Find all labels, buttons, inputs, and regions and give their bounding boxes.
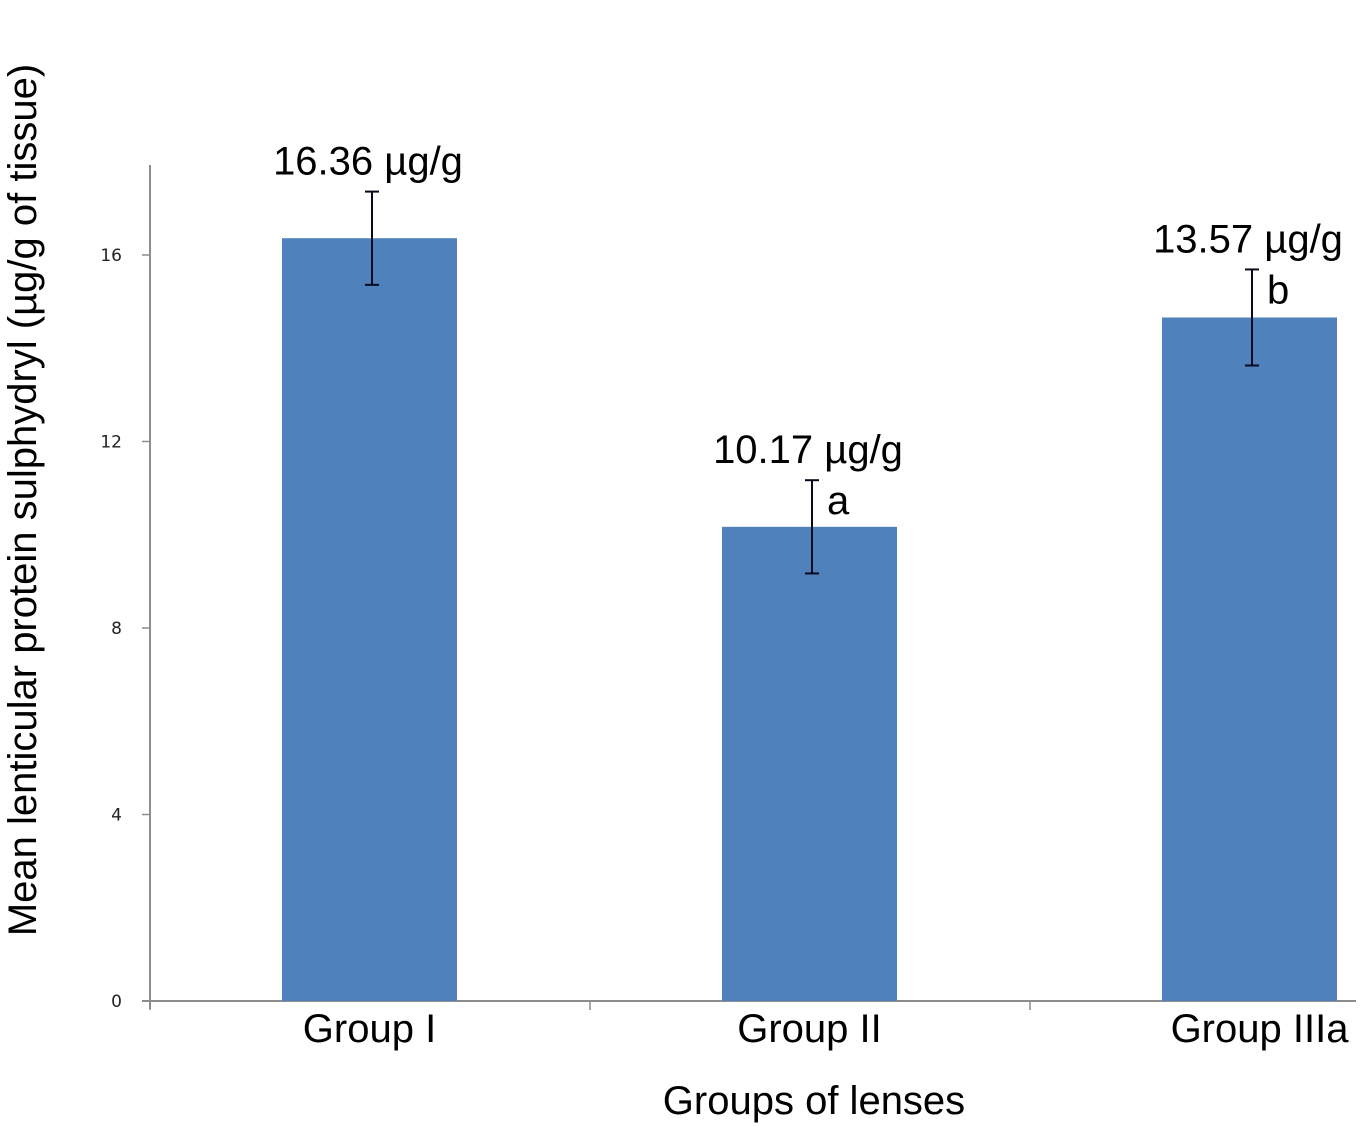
bars	[282, 190, 1337, 1002]
significance-label: a	[827, 479, 850, 523]
x-category-label: Group II	[737, 1007, 882, 1051]
bar	[722, 526, 897, 1001]
bar	[282, 238, 457, 1002]
data-label: 10.17 µg/g	[713, 428, 903, 472]
y-axis-title: Mean lenticular protein sulphydryl (µg/g…	[1, 64, 45, 936]
x-category-label: Group IIIa	[1171, 1007, 1350, 1051]
x-axis: Group I Group II Group IIIa	[142, 1000, 1356, 1051]
x-category-label: Group I	[303, 1007, 436, 1051]
bar	[1162, 317, 1337, 1001]
data-labels: 16.36 µg/g 10.17 µg/g a 13.57 µg/g b	[273, 140, 1343, 524]
y-tick-label: 4	[111, 806, 122, 826]
y-tick-label: 12	[100, 433, 122, 453]
significance-label: b	[1267, 268, 1289, 312]
y-tick-label: 0	[111, 992, 122, 1012]
y-tick-label: 16	[100, 246, 122, 266]
data-label: 16.36 µg/g	[273, 140, 463, 184]
x-axis-title: Groups of lenses	[663, 1079, 965, 1123]
y-tick-label: 8	[111, 619, 122, 639]
data-label: 13.57 µg/g	[1153, 217, 1343, 261]
y-axis: 0 4 8 12 16	[100, 165, 151, 1012]
